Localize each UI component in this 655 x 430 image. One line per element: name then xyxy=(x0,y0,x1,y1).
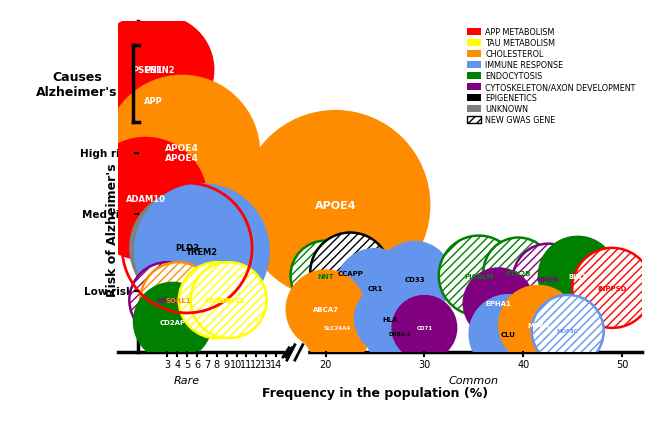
Text: PSEN2: PSEN2 xyxy=(144,66,175,75)
Ellipse shape xyxy=(84,138,208,261)
Ellipse shape xyxy=(462,267,534,339)
Text: ABCA7: ABCA7 xyxy=(312,307,339,313)
Text: 9: 9 xyxy=(223,359,230,369)
Text: CD2AP: CD2AP xyxy=(160,319,186,325)
Text: TREM2: TREM2 xyxy=(186,247,218,256)
Text: PSEN1: PSEN1 xyxy=(132,66,163,75)
Ellipse shape xyxy=(129,190,245,306)
Text: Rare: Rare xyxy=(174,375,200,386)
Ellipse shape xyxy=(538,236,618,316)
Ellipse shape xyxy=(439,236,519,316)
Text: APOE4: APOE4 xyxy=(314,200,356,210)
Text: DRB1-1: DRB1-1 xyxy=(388,332,411,337)
Ellipse shape xyxy=(104,15,214,126)
Ellipse shape xyxy=(98,46,208,156)
Ellipse shape xyxy=(468,294,548,374)
Ellipse shape xyxy=(92,15,202,126)
Ellipse shape xyxy=(134,184,270,319)
Ellipse shape xyxy=(310,233,390,313)
Text: BIN1: BIN1 xyxy=(569,273,587,279)
Text: MS4A: MS4A xyxy=(527,322,549,328)
Text: INPPSD: INPPSD xyxy=(597,285,627,291)
Text: HLA: HLA xyxy=(382,316,398,322)
Text: 10: 10 xyxy=(231,359,242,369)
Text: CCAPP: CCAPP xyxy=(337,270,363,276)
Text: APOE4
APOE4: APOE4 APOE4 xyxy=(165,144,199,163)
Text: 3: 3 xyxy=(164,359,170,369)
Text: 50: 50 xyxy=(616,359,628,369)
Ellipse shape xyxy=(129,263,205,338)
Ellipse shape xyxy=(483,238,553,308)
Ellipse shape xyxy=(179,263,255,338)
Text: 7: 7 xyxy=(204,359,210,369)
Ellipse shape xyxy=(240,111,430,300)
Text: Causes
Alzheimer's: Causes Alzheimer's xyxy=(37,71,118,98)
Text: EPHA1: EPHA1 xyxy=(485,301,512,307)
Text: CD71: CD71 xyxy=(417,326,432,331)
Text: 13: 13 xyxy=(260,359,272,369)
Text: 14: 14 xyxy=(270,359,282,369)
Text: PICALM: PICALM xyxy=(464,273,493,279)
Ellipse shape xyxy=(291,241,360,311)
Legend: APP METABOLISM, TAU METABOLISM, CHOLESTEROL, IMMUNE RESPONSE, ENDOCYTOSIS, CYTOS: APP METABOLISM, TAU METABOLISM, CHOLESTE… xyxy=(464,25,638,127)
Text: Common: Common xyxy=(449,375,499,386)
Text: PTK2B: PTK2B xyxy=(506,270,531,276)
Ellipse shape xyxy=(354,283,426,355)
Text: 6: 6 xyxy=(194,359,200,369)
Ellipse shape xyxy=(498,285,578,365)
Text: Frequency in the population (%): Frequency in the population (%) xyxy=(262,386,488,399)
Text: 4: 4 xyxy=(174,359,180,369)
Text: FERMT2: FERMT2 xyxy=(213,298,244,304)
Ellipse shape xyxy=(532,295,604,367)
Text: SLC24A4: SLC24A4 xyxy=(324,326,351,331)
Text: 8: 8 xyxy=(214,359,220,369)
Text: Low risk: Low risk xyxy=(84,286,133,296)
Text: CR1: CR1 xyxy=(367,285,383,291)
Text: ADAM10: ADAM10 xyxy=(126,195,166,204)
Ellipse shape xyxy=(140,263,216,338)
Text: CD33: CD33 xyxy=(404,276,425,282)
Text: High risk: High risk xyxy=(80,148,133,158)
Text: SORL1: SORL1 xyxy=(166,298,191,304)
Text: CASS4: CASS4 xyxy=(204,298,229,304)
Text: 5: 5 xyxy=(184,359,190,369)
Ellipse shape xyxy=(365,299,435,369)
Ellipse shape xyxy=(286,270,365,350)
Ellipse shape xyxy=(513,244,583,314)
Text: APP: APP xyxy=(144,97,163,106)
Text: PLD3: PLD3 xyxy=(175,244,199,253)
Text: Risk of Alzheimer's: Risk of Alzheimer's xyxy=(107,163,119,297)
Text: MOF3C: MOF3C xyxy=(557,329,578,334)
Text: 20: 20 xyxy=(320,359,331,369)
Text: NNT: NNT xyxy=(317,273,334,279)
Ellipse shape xyxy=(104,76,260,231)
Text: 30: 30 xyxy=(419,359,430,369)
Ellipse shape xyxy=(335,248,415,328)
Text: 11: 11 xyxy=(240,359,253,369)
Text: CLU: CLU xyxy=(501,331,516,337)
Text: 40: 40 xyxy=(517,359,529,369)
Ellipse shape xyxy=(133,282,213,362)
Text: DSG2: DSG2 xyxy=(157,298,178,304)
Ellipse shape xyxy=(377,241,453,317)
Text: 12: 12 xyxy=(250,359,263,369)
Ellipse shape xyxy=(301,292,373,364)
Ellipse shape xyxy=(572,248,652,328)
Text: Med risk: Med risk xyxy=(83,210,133,220)
Text: NME8: NME8 xyxy=(537,276,559,282)
Ellipse shape xyxy=(392,295,457,361)
Ellipse shape xyxy=(191,263,267,338)
